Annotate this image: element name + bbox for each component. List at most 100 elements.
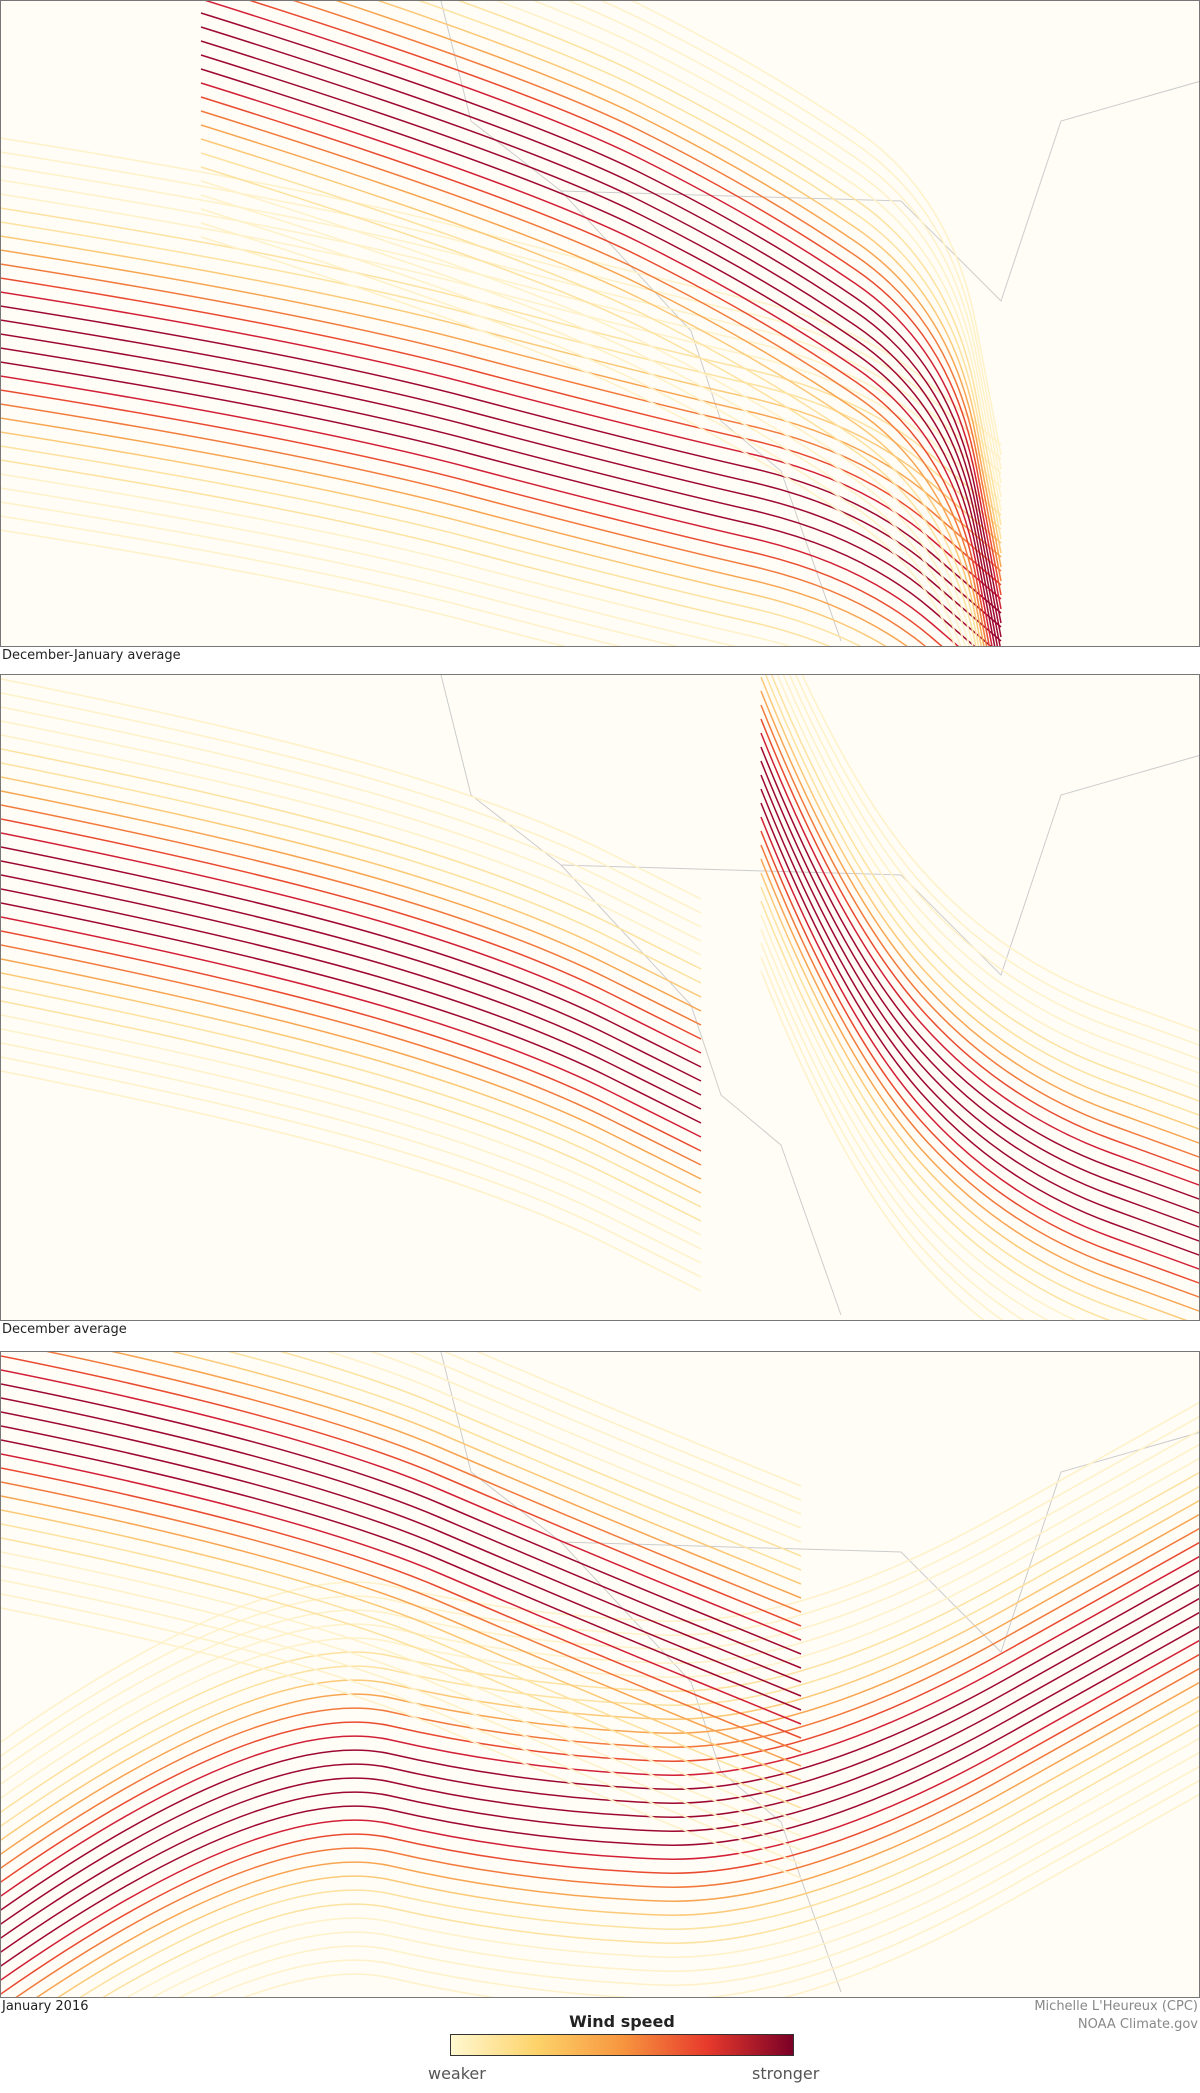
streamline	[1, 389, 943, 646]
streamline	[111, 1352, 802, 1599]
streamline	[760, 956, 1004, 1320]
streamline	[200, 180, 974, 646]
streamline	[1, 748, 702, 970]
streamline	[760, 704, 1199, 1158]
streamline	[760, 816, 1199, 1270]
streamline	[1, 473, 792, 646]
streamline	[1, 1527, 1199, 1869]
streamline	[760, 900, 1111, 1320]
streamline	[1, 515, 622, 646]
panel-caption: January 2016	[2, 1999, 89, 2014]
streamline	[200, 54, 999, 646]
streamline	[1, 1042, 702, 1264]
streamline	[1, 1028, 702, 1250]
streamline	[1, 501, 678, 646]
streamline	[1, 431, 887, 646]
streamline	[1, 1555, 1199, 1897]
streamline	[102, 1723, 1199, 1997]
streamline	[200, 110, 988, 646]
streamline	[409, 1352, 802, 1515]
streamline	[1, 1611, 1199, 1953]
streamline	[760, 858, 1199, 1312]
streamline	[760, 914, 1077, 1320]
streamline	[532, 1, 1002, 498]
streamline	[1, 692, 702, 914]
streamline	[760, 746, 1199, 1200]
streamline	[801, 675, 1199, 1032]
streamline	[200, 194, 971, 646]
streamline	[200, 208, 966, 646]
streamline	[370, 1352, 802, 1529]
panel-caption: December-January average	[2, 648, 181, 663]
streamline	[1, 1597, 1199, 1939]
streamline	[1, 888, 702, 1110]
streamline	[1, 1471, 1199, 1813]
streamline	[200, 222, 962, 646]
streamline	[1, 720, 702, 942]
streamline	[377, 1, 1002, 554]
streamline	[1, 1583, 1199, 1925]
streamline	[760, 788, 1199, 1242]
streamline	[1, 1485, 1199, 1827]
streamline	[1, 776, 702, 998]
streamline	[600, 1, 1002, 470]
streamline	[208, 1779, 1199, 1997]
streamline	[249, 1, 1002, 596]
streamline	[1, 1383, 802, 1655]
streamline	[1, 1565, 802, 1837]
streamline	[476, 1352, 802, 1487]
streamline	[200, 166, 977, 646]
streamline	[200, 12, 1002, 624]
streamline	[1, 1457, 1199, 1799]
coastline	[440, 675, 1199, 1316]
streamline	[279, 1352, 802, 1557]
streamline	[1, 1439, 802, 1711]
streamline	[1, 1541, 1199, 1883]
streamline	[782, 675, 1199, 1074]
streamline	[171, 1352, 802, 1585]
streamline	[200, 26, 1002, 638]
streamline	[795, 675, 1199, 1046]
credit: NOAA Climate.gov	[1077, 2017, 1198, 2032]
streamline	[567, 1, 1002, 484]
streamline	[1, 860, 702, 1082]
credit: Michelle L'Heureux (CPC)	[1034, 1999, 1198, 2014]
streamline	[1, 1495, 802, 1767]
streamline	[1, 1551, 802, 1823]
streamline	[1, 375, 959, 646]
legend-high: stronger	[752, 2064, 820, 2083]
streamline	[1, 818, 702, 1040]
streamline	[1, 832, 702, 1054]
streamline	[760, 760, 1199, 1214]
streamline	[443, 1352, 802, 1501]
streamline	[57, 1695, 1199, 1997]
streamline	[1, 986, 702, 1208]
streamline	[1, 1569, 1199, 1911]
streamline	[631, 1, 1002, 456]
streamline	[200, 124, 985, 646]
streamline	[1, 762, 702, 984]
streamline	[227, 1352, 802, 1571]
streamline	[243, 1793, 1199, 1997]
streamline	[1, 1481, 802, 1753]
streamline	[151, 1751, 1199, 1997]
streamline	[1, 151, 1002, 460]
streamline	[770, 675, 1199, 1102]
streamline	[1, 1499, 1199, 1841]
streamline	[204, 1, 1002, 610]
streamline	[760, 886, 1149, 1320]
streamline	[1, 1523, 802, 1795]
streamline	[1, 706, 702, 928]
streamline	[1, 1653, 1199, 1995]
streamline	[1, 333, 1002, 642]
streamline	[1, 361, 976, 646]
streamline	[765, 675, 1199, 1116]
streamline	[1, 1625, 1199, 1967]
streamline	[1, 1537, 802, 1809]
streamline	[15, 1667, 1199, 1997]
streamline	[200, 82, 993, 646]
panel-caption: December average	[2, 1322, 127, 1337]
streamline	[1, 1056, 702, 1278]
streamline	[760, 872, 1188, 1320]
coastline	[440, 1352, 1199, 1993]
